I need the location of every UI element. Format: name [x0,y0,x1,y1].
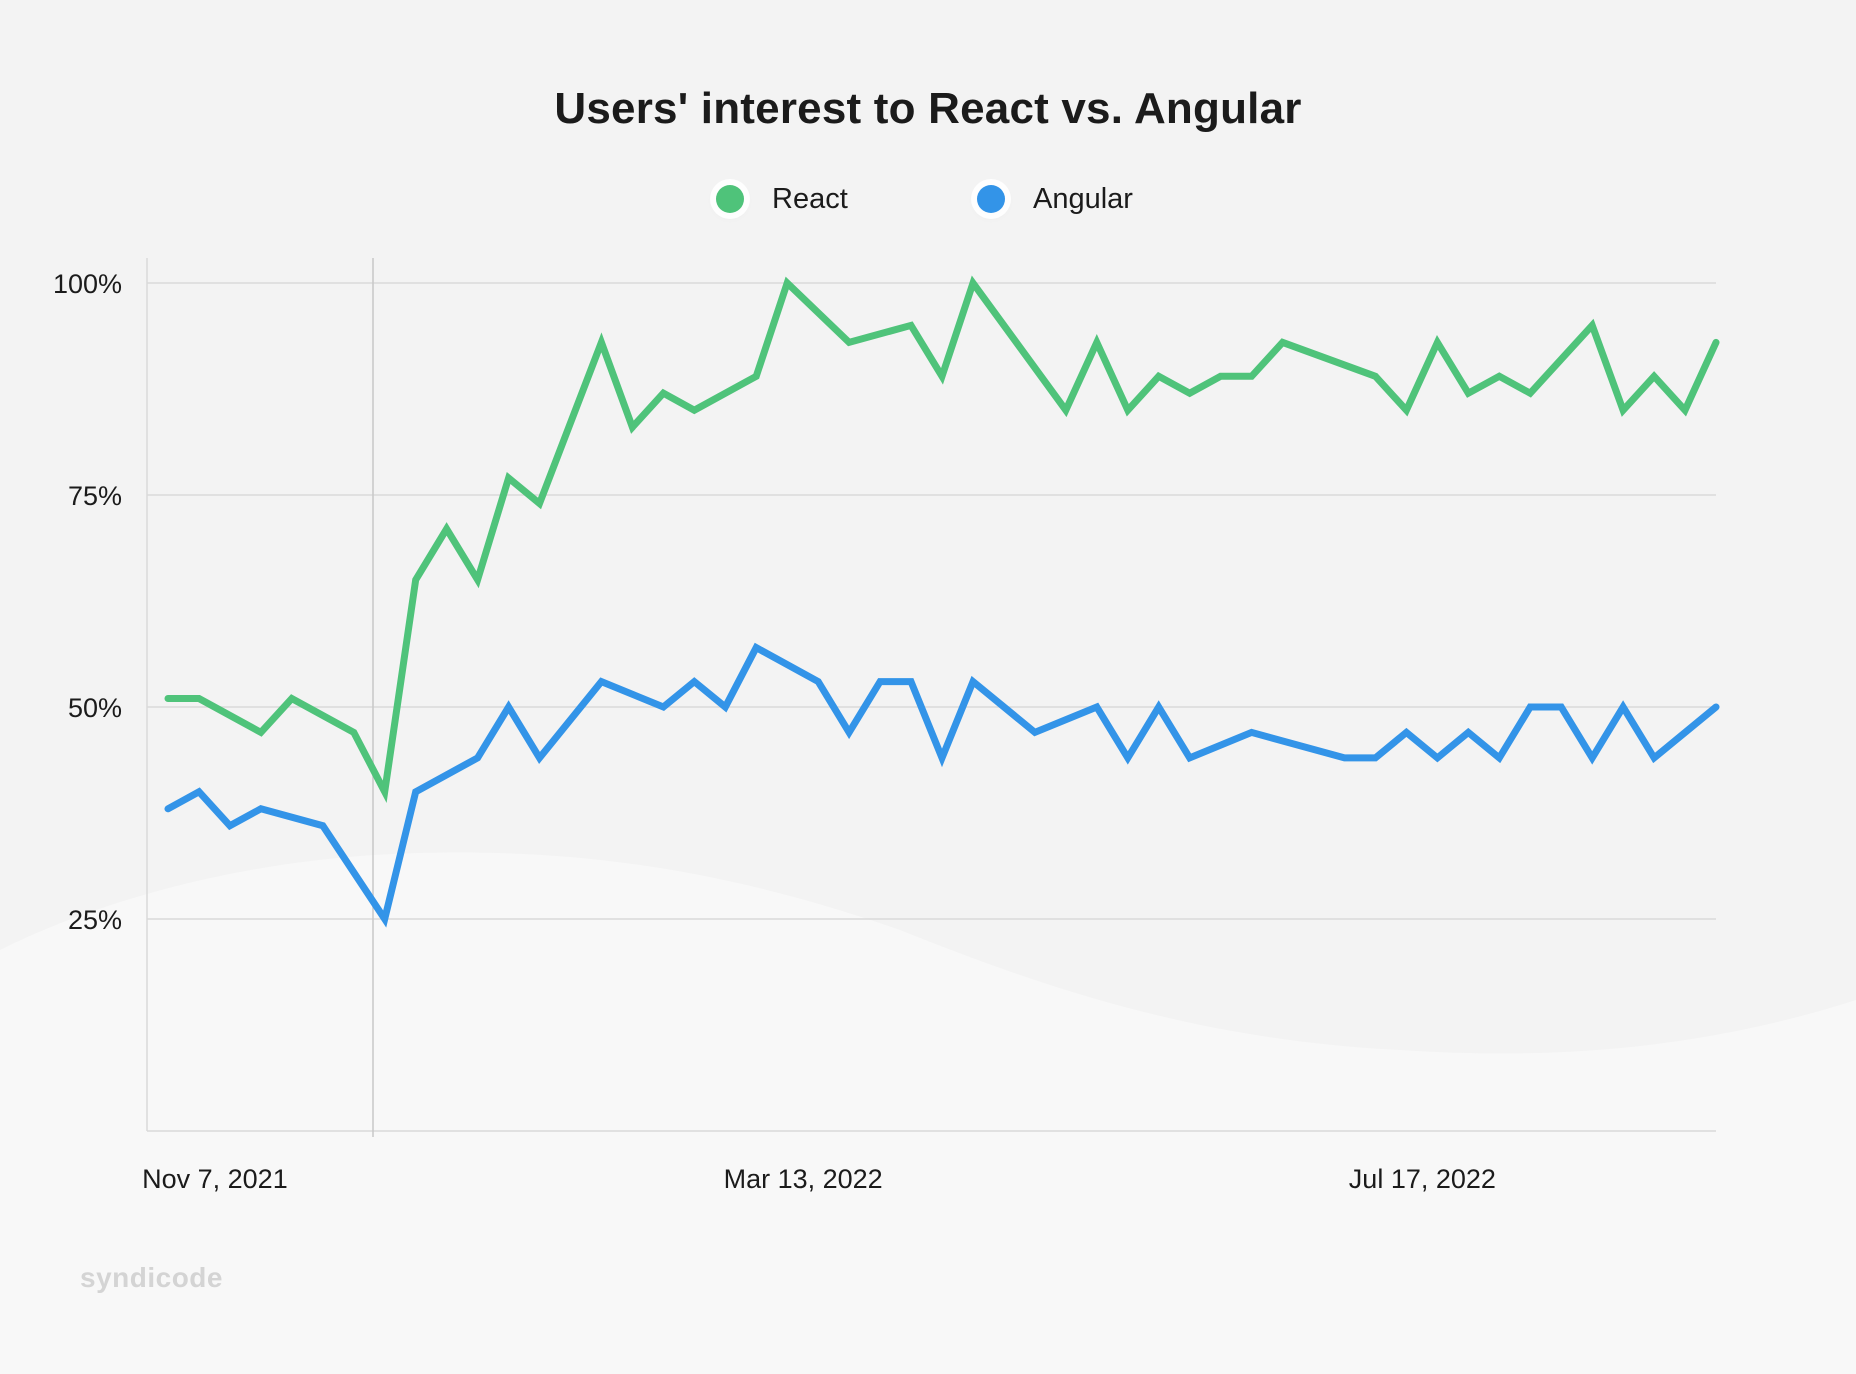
series-line-react [168,283,1716,792]
y-tick-label: 25% [68,905,122,935]
y-tick-label: 75% [68,481,122,511]
syndicode-logo: syndicode [80,1262,223,1294]
x-tick-label: Nov 7, 2021 [142,1164,288,1194]
x-tick-label: Jul 17, 2022 [1349,1164,1496,1194]
y-tick-label: 100% [53,269,122,299]
y-tick-label: 50% [68,693,122,723]
x-tick-label: Mar 13, 2022 [724,1164,883,1194]
